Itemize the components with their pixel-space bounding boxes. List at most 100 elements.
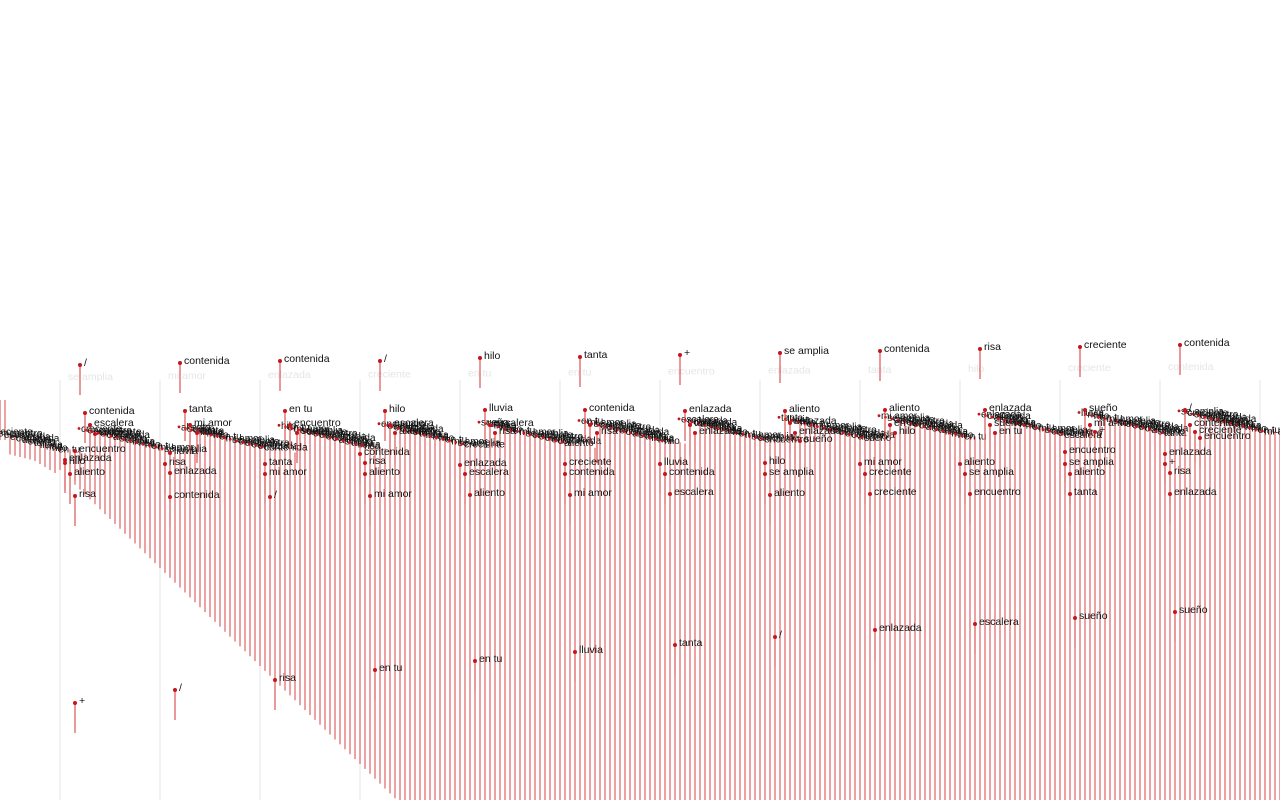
stem-label: tanta	[694, 417, 718, 429]
crowd-word: lluvia	[719, 424, 742, 435]
ghost-word: enlazada	[268, 369, 311, 381]
stem-label: encuentro	[974, 486, 1021, 498]
stem-dot	[848, 432, 851, 436]
stem-dot	[428, 434, 432, 438]
crowd-word: sueño	[1158, 427, 1186, 438]
stem-dot	[1088, 423, 1092, 427]
stem-label: se amplia	[784, 345, 829, 357]
stem-dot	[693, 431, 697, 435]
stem-dot	[963, 472, 967, 476]
crowd-word: sueño	[864, 433, 892, 444]
stem-dot	[878, 349, 882, 353]
crowd-word: sueño	[481, 418, 509, 429]
crowd-word: lluvia	[132, 436, 155, 447]
crowd-word: creciente	[1051, 427, 1092, 438]
crowd-word: en tu	[445, 435, 467, 446]
crowd-word: creciente	[532, 430, 573, 441]
stem-dot	[403, 428, 406, 432]
stem-dot	[578, 355, 582, 359]
stem-label: tanta	[269, 456, 293, 468]
stem-label: contenida	[669, 466, 715, 478]
stem-dot	[388, 423, 392, 427]
stem-dot	[1073, 616, 1077, 620]
stem-dot	[916, 423, 919, 427]
crowd-word: lluvia	[1081, 408, 1104, 419]
crowd-word: en tu	[739, 428, 761, 439]
stem-label: risa	[499, 425, 516, 437]
stem-dot	[796, 420, 800, 424]
stem-dot	[1260, 429, 1264, 433]
stem-label: aliento	[789, 403, 820, 415]
crowd-word: creciente	[239, 436, 280, 447]
crowd-word: enlazada	[326, 432, 367, 443]
stem-dot	[1190, 412, 1194, 416]
stem-label: contenida	[89, 405, 135, 417]
crowd-word: hilo	[664, 436, 680, 447]
crowd-word: tanta	[939, 425, 962, 436]
stem-label: encuentro	[79, 443, 126, 455]
crowd-word: enlazada	[10, 432, 51, 443]
stem-dot	[248, 442, 251, 446]
stem-dot	[1196, 414, 1200, 417]
crowd-word: enlazada	[1207, 413, 1248, 424]
stem-label: se amplia	[769, 466, 814, 478]
stem-dot	[328, 436, 332, 440]
stem-dot	[1078, 345, 1082, 349]
stem-label: enlazada	[689, 403, 732, 415]
stem-dot	[535, 434, 538, 438]
stem-dot	[183, 409, 187, 413]
stem-label: enlazada	[794, 415, 837, 427]
stem-dot	[335, 437, 338, 441]
stem-dot	[283, 409, 287, 413]
crowd-word: tanta	[1164, 428, 1187, 439]
stem-dot	[435, 436, 438, 440]
stem-label: /	[594, 417, 597, 429]
stem-dot	[596, 423, 600, 427]
stem-label: sueño	[804, 433, 833, 445]
crowd-word: en tu	[513, 425, 535, 436]
crowd-word: risa	[951, 428, 968, 439]
crowd-word: lluvia	[1239, 420, 1262, 431]
stem-label: contenida	[1184, 337, 1230, 349]
stem-dot	[703, 423, 706, 427]
stem-dot	[363, 472, 367, 476]
stem-dot	[660, 439, 664, 443]
stem-dot	[341, 439, 345, 443]
crowd-word: en tu	[219, 432, 241, 443]
stem-dot	[1116, 420, 1119, 424]
crowd-word: se amplia	[458, 438, 501, 449]
crowd-word: creciente	[464, 439, 505, 450]
stem-dot	[303, 430, 306, 433]
stem-dot	[241, 441, 245, 444]
stem-dot	[783, 409, 787, 413]
crowd-word: enlazada	[100, 429, 141, 440]
stem-dot	[890, 417, 894, 421]
stem-dot	[416, 431, 419, 435]
stem-dot	[1003, 418, 1006, 422]
stem-dot	[628, 431, 632, 435]
stem-label: creciente	[869, 466, 912, 478]
crowd-word: en tu	[1032, 422, 1054, 433]
crowd-word: creciente	[0, 427, 33, 438]
stem-label: creciente	[874, 486, 917, 498]
stem-dot	[409, 430, 413, 433]
stem-label: encuentro	[1204, 430, 1251, 442]
stem-label: aliento	[399, 425, 430, 437]
stem-dot	[1063, 450, 1067, 454]
stem-dot	[163, 462, 167, 466]
stem-dot	[541, 436, 545, 439]
stem-dot	[903, 420, 906, 424]
crowd-word: encuentro	[832, 425, 877, 436]
stem-dot	[478, 356, 482, 360]
stem-label: aliento	[74, 466, 105, 478]
crowd-word: risa	[1087, 410, 1104, 421]
stem-dot	[1103, 417, 1106, 421]
stem-dot	[678, 353, 682, 357]
stem-label: enlazada	[174, 465, 217, 477]
stem-dot	[116, 436, 119, 440]
stem-dot	[909, 422, 913, 425]
crowd-word: escalera	[839, 427, 877, 438]
stem-label: risa	[984, 341, 1001, 353]
stem-dot	[1041, 428, 1045, 431]
stem-dot	[1022, 423, 1026, 427]
